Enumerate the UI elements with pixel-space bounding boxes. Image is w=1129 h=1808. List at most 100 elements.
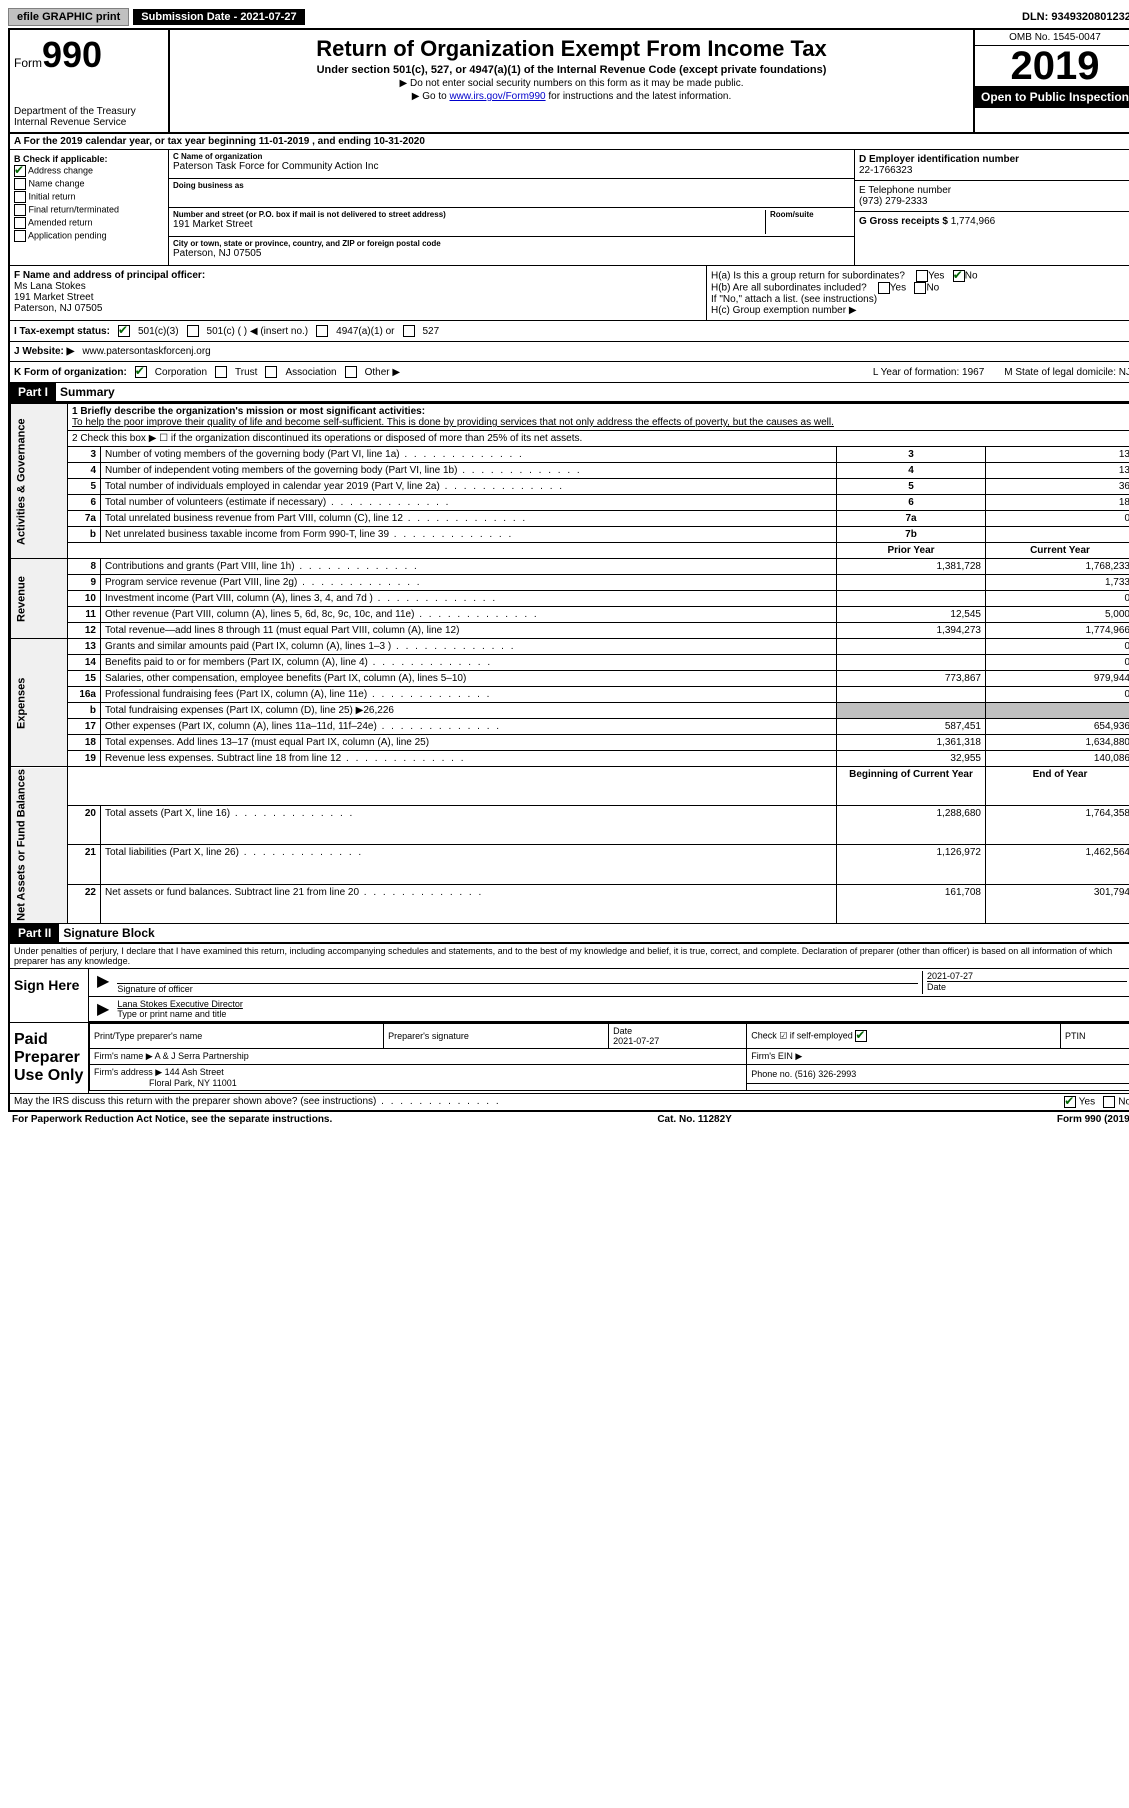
- row-desc: Number of voting members of the governin…: [101, 447, 837, 463]
- checkbox-amended[interactable]: [14, 217, 26, 229]
- firm-city: Floral Park, NY 11001: [149, 1078, 237, 1088]
- row-val: 13: [986, 463, 1129, 479]
- trust-label: Trust: [235, 367, 257, 378]
- label-initial-return: Initial return: [29, 191, 76, 201]
- col-prior: Prior Year: [837, 543, 986, 559]
- form-label: Form: [14, 56, 42, 70]
- dba-label: Doing business as: [173, 181, 850, 190]
- 4947-label: 4947(a)(1) or: [336, 326, 394, 337]
- 4947-checkbox[interactable]: [316, 325, 328, 337]
- firm-ein-label: Firm's EIN ▶: [747, 1048, 1129, 1064]
- header-mid: Return of Organization Exempt From Incom…: [170, 30, 973, 132]
- row-desc: Program service revenue (Part VIII, line…: [101, 575, 837, 591]
- row-val: 36: [986, 479, 1129, 495]
- hc-label: H(c) Group exemption number ▶: [711, 305, 1129, 316]
- checkbox-pending[interactable]: [14, 230, 26, 242]
- open-public-label: Open to Public Inspection: [975, 86, 1129, 108]
- row-desc: Net unrelated business taxable income fr…: [101, 527, 837, 543]
- hb-label: H(b) Are all subordinates included?: [711, 283, 867, 294]
- ein-value: 22-1766323: [859, 165, 1129, 176]
- footer-right: Form 990 (2019): [1057, 1114, 1129, 1125]
- part1-header: Part I: [10, 383, 56, 401]
- 501c3-checkbox[interactable]: [118, 325, 130, 337]
- row-num: 14: [68, 655, 101, 671]
- checkbox-final-return[interactable]: [14, 204, 26, 216]
- row-box: 6: [837, 495, 986, 511]
- l-year: L Year of formation: 1967: [873, 367, 984, 378]
- efile-button[interactable]: efile GRAPHIC print: [8, 8, 129, 26]
- corp-checkbox[interactable]: [135, 366, 147, 378]
- row-desc: Professional fundraising fees (Part IX, …: [101, 687, 837, 703]
- footer-left: For Paperwork Reduction Act Notice, see …: [12, 1114, 332, 1125]
- 527-label: 527: [423, 326, 440, 337]
- sig-officer-label: Signature of officer: [117, 983, 918, 994]
- row-desc: Number of independent voting members of …: [101, 463, 837, 479]
- discuss-no-checkbox[interactable]: [1103, 1096, 1115, 1108]
- shaded-cell: [837, 703, 986, 719]
- row-current: 654,936: [986, 719, 1129, 735]
- row-current: 979,944: [986, 671, 1129, 687]
- row-current: 1,733: [986, 575, 1129, 591]
- row-num: 9: [68, 575, 101, 591]
- side-governance: Activities & Governance: [11, 404, 68, 559]
- row-prior: 1,126,972: [837, 845, 986, 884]
- trust-checkbox[interactable]: [215, 366, 227, 378]
- row-desc: Contributions and grants (Part VIII, lin…: [101, 559, 837, 575]
- tel-label: E Telephone number: [859, 185, 1129, 196]
- row-prior: 12,545: [837, 607, 986, 623]
- checkbox-name-change[interactable]: [14, 178, 26, 190]
- 527-checkbox[interactable]: [403, 325, 415, 337]
- submission-date: Submission Date - 2021-07-27: [133, 9, 304, 25]
- tel-value: (973) 279-2333: [859, 196, 1129, 207]
- tax-exempt-row: I Tax-exempt status: 501(c)(3) 501(c) ( …: [10, 321, 1129, 342]
- assoc-checkbox[interactable]: [265, 366, 277, 378]
- firm-name-label: Firm's name ▶: [94, 1051, 153, 1061]
- row-current: 0: [986, 591, 1129, 607]
- tax-label: I Tax-exempt status:: [14, 326, 110, 337]
- row-num: b: [68, 703, 101, 719]
- row-desc: Total liabilities (Part X, line 26): [101, 845, 837, 884]
- ha-yes-checkbox[interactable]: [916, 270, 928, 282]
- row-desc: Total unrelated business revenue from Pa…: [101, 511, 837, 527]
- side-expenses: Expenses: [11, 639, 68, 767]
- row-num: 17: [68, 719, 101, 735]
- col-current: Current Year: [986, 543, 1129, 559]
- officer-addr2: Paterson, NJ 07505: [14, 303, 702, 314]
- row-desc: Total revenue—add lines 8 through 11 (mu…: [101, 623, 837, 639]
- addr-label: Number and street (or P.O. box if mail i…: [173, 210, 761, 219]
- department-label: Department of the Treasury Internal Reve…: [14, 106, 164, 128]
- irs-link[interactable]: www.irs.gov/Form990: [449, 91, 545, 102]
- row-a-tax-year: A For the 2019 calendar year, or tax yea…: [10, 134, 1129, 150]
- other-checkbox[interactable]: [345, 366, 357, 378]
- form-subtitle: Under section 501(c), 527, or 4947(a)(1)…: [174, 64, 969, 76]
- hb-no-checkbox[interactable]: [914, 282, 926, 294]
- firm-phone: (516) 326-2993: [795, 1069, 857, 1079]
- 501c3-label: 501(c)(3): [138, 326, 179, 337]
- assoc-label: Association: [285, 367, 336, 378]
- officer-addr1: 191 Market Street: [14, 292, 702, 303]
- row-val: 18: [986, 495, 1129, 511]
- name-title: Lana Stokes Executive Director: [117, 999, 1127, 1009]
- gross-value: 1,774,966: [951, 216, 996, 227]
- top-bar: efile GRAPHIC print Submission Date - 20…: [8, 8, 1129, 26]
- row-num: 22: [68, 884, 101, 923]
- row-num: 6: [68, 495, 101, 511]
- col-begin: Beginning of Current Year: [837, 767, 986, 806]
- hb-yes-checkbox[interactable]: [878, 282, 890, 294]
- discuss-yes-checkbox[interactable]: [1064, 1096, 1076, 1108]
- checkbox-initial-return[interactable]: [14, 191, 26, 203]
- officer-label: F Name and address of principal officer:: [14, 270, 702, 281]
- label-pending: Application pending: [28, 230, 107, 240]
- row-prior: 1,381,728: [837, 559, 986, 575]
- self-employed-checkbox[interactable]: [855, 1030, 867, 1042]
- row-current: 5,000: [986, 607, 1129, 623]
- mission-text: To help the poor improve their quality o…: [72, 417, 1129, 428]
- ha-label: H(a) Is this a group return for subordin…: [711, 271, 905, 282]
- checkbox-address-change[interactable]: [14, 165, 26, 177]
- row-num: 11: [68, 607, 101, 623]
- arrow-icon: ▶: [93, 971, 113, 994]
- ha-no-checkbox[interactable]: [953, 270, 965, 282]
- row-num: 8: [68, 559, 101, 575]
- 501c-checkbox[interactable]: [187, 325, 199, 337]
- row-current: 140,086: [986, 751, 1129, 767]
